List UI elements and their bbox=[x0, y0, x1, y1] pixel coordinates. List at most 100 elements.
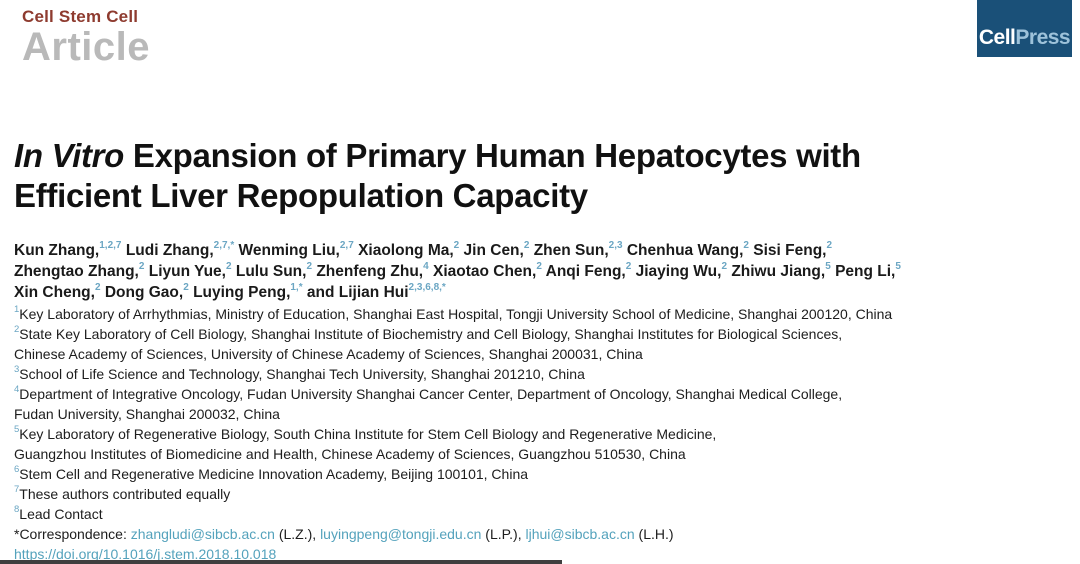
author-affiliation-sup: 2,3 bbox=[608, 239, 623, 251]
masthead: Cell Stem Cell Article bbox=[22, 7, 150, 69]
affiliation-line: 1Key Laboratory of Arrhythmias, Ministry… bbox=[14, 304, 1069, 324]
affiliation-line: 6Stem Cell and Regenerative Medicine Inn… bbox=[14, 464, 1069, 484]
affiliation-line: 2State Key Laboratory of Cell Biology, S… bbox=[14, 324, 1069, 344]
affiliation-lines: 1Key Laboratory of Arrhythmias, Ministry… bbox=[14, 304, 1069, 524]
affiliation-number-sup: 3 bbox=[14, 364, 20, 376]
author-name: Wenming Liu, bbox=[238, 242, 340, 259]
correspondence-contacts: zhangludi@sibcb.ac.cn (L.Z.), luyingpeng… bbox=[131, 526, 674, 542]
paper-title-italic: In Vitro bbox=[14, 137, 125, 174]
affiliation-text: Stem Cell and Regenerative Medicine Inno… bbox=[19, 466, 529, 482]
author-name: Xiaotao Chen, bbox=[432, 263, 537, 280]
author-name: Sisi Feng, bbox=[753, 242, 827, 259]
author-affiliation-sup: 2 bbox=[523, 239, 530, 251]
affiliation-line: Guangzhou Institutes of Biomedicine and … bbox=[14, 444, 1069, 464]
author-affiliation-sup: 2 bbox=[183, 281, 189, 293]
author-name: and Lijian Hui bbox=[306, 284, 409, 301]
author-affiliation-sup: 2 bbox=[94, 281, 101, 293]
affiliation-line: 5Key Laboratory of Regenerative Biology,… bbox=[14, 424, 1069, 444]
affiliation-text: These authors contributed equally bbox=[19, 486, 231, 502]
author-affiliation-sup: 5 bbox=[825, 260, 831, 272]
author-affiliation-sup: 2 bbox=[225, 260, 232, 272]
affiliation-text: State Key Laboratory of Cell Biology, Sh… bbox=[19, 326, 843, 342]
author-affiliation-sup: 2 bbox=[453, 239, 460, 251]
correspondent-initials: (L.Z.), bbox=[274, 526, 321, 542]
affiliation-number-sup: 4 bbox=[14, 384, 20, 396]
author-affiliation-sup: 2 bbox=[721, 260, 727, 272]
author-affiliation-sup: 2 bbox=[743, 239, 749, 251]
author-affiliation-sup: 2 bbox=[138, 260, 145, 272]
author-affiliation-sup: 2 bbox=[625, 260, 632, 272]
cellpress-logo: Cell Press bbox=[977, 0, 1072, 57]
affiliation-number-sup: 2 bbox=[14, 324, 20, 336]
journal-name: Cell Stem Cell bbox=[22, 7, 139, 26]
correspondence-email-link[interactable]: luyingpeng@tongji.edu.cn bbox=[320, 526, 482, 542]
author-name: Dong Gao, bbox=[104, 284, 184, 301]
correspondence-line: *Correspondence: zhangludi@sibcb.ac.cn (… bbox=[14, 524, 1069, 544]
affiliation-text: Department of Integrative Oncology, Fuda… bbox=[19, 386, 843, 402]
correspondence-email-link[interactable]: ljhui@sibcb.ac.cn bbox=[525, 526, 635, 542]
author-affiliation-sup: 2 bbox=[306, 260, 313, 272]
author-affiliation-sup: 1,2,7 bbox=[99, 239, 122, 251]
affiliation-text: Guangzhou Institutes of Biomedicine and … bbox=[14, 446, 686, 462]
author-name: Zhiwu Jiang, bbox=[731, 263, 826, 280]
correspondent-initials: (L.H.) bbox=[634, 526, 674, 542]
author-name: Jiaying Wu, bbox=[635, 263, 722, 280]
author-name: Kun Zhang, bbox=[14, 242, 100, 259]
affiliation-line: 8Lead Contact bbox=[14, 504, 1069, 524]
author-line: Zhengtao Zhang,2 Liyun Yue,2 Lulu Sun,2 … bbox=[14, 261, 1064, 282]
correspondence-email-link[interactable]: zhangludi@sibcb.ac.cn bbox=[130, 526, 275, 542]
affiliation-number-sup: 5 bbox=[14, 424, 20, 436]
bottom-rule bbox=[0, 560, 562, 564]
author-name: Jin Cen, bbox=[463, 242, 524, 259]
affiliation-line: Chinese Academy of Sciences, University … bbox=[14, 344, 1069, 364]
author-name: Zhenfeng Zhu, bbox=[316, 263, 424, 280]
cellpress-logo-cell: Cell bbox=[978, 26, 1016, 49]
paper-title-rest: Expansion of Primary Human Hepatocytes w… bbox=[14, 137, 861, 214]
author-name: Zhen Sun, bbox=[533, 242, 609, 259]
affiliation-line: Fudan University, Shanghai 200032, China bbox=[14, 404, 1069, 424]
author-affiliation-sup: 1,* bbox=[290, 281, 303, 293]
author-list: Kun Zhang,1,2,7 Ludi Zhang,2,7,* Wenming… bbox=[14, 240, 1064, 303]
author-affiliation-sup: 2,7,* bbox=[213, 239, 235, 251]
author-name: Xiaolong Ma, bbox=[358, 242, 454, 259]
affiliation-number-sup: 8 bbox=[14, 504, 20, 516]
affiliation-text: School of Life Science and Technology, S… bbox=[19, 366, 585, 382]
affiliation-text: Key Laboratory of Arrhythmias, Ministry … bbox=[19, 306, 893, 322]
author-affiliation-sup: 4 bbox=[423, 260, 429, 272]
affiliation-number-sup: 7 bbox=[14, 484, 20, 496]
author-affiliation-sup: 2 bbox=[826, 239, 833, 251]
author-name: Lulu Sun, bbox=[235, 263, 307, 280]
author-name: Liyun Yue, bbox=[148, 263, 226, 280]
doi-line: https://doi.org/10.1016/j.stem.2018.10.0… bbox=[14, 544, 1069, 564]
author-name: Ludi Zhang, bbox=[125, 242, 214, 259]
author-affiliation-sup: 2,3,6,8,* bbox=[408, 281, 446, 293]
affiliation-line: 7These authors contributed equally bbox=[14, 484, 1069, 504]
article-type-label: Article bbox=[22, 25, 150, 69]
author-line: Xin Cheng,2 Dong Gao,2 Luying Peng,1,* a… bbox=[14, 282, 1064, 303]
affiliation-text: Lead Contact bbox=[19, 506, 103, 522]
author-name: Peng Li, bbox=[835, 263, 896, 280]
correspondent-initials: (L.P.), bbox=[481, 526, 526, 542]
correspondence-prefix: *Correspondence: bbox=[14, 526, 131, 542]
affiliations-block: 1Key Laboratory of Arrhythmias, Ministry… bbox=[14, 304, 1069, 564]
affiliation-text: Fudan University, Shanghai 200032, China bbox=[14, 406, 280, 422]
affiliation-text: Chinese Academy of Sciences, University … bbox=[14, 346, 643, 362]
author-line: Kun Zhang,1,2,7 Ludi Zhang,2,7,* Wenming… bbox=[14, 240, 1064, 261]
paper-title: In Vitro Expansion of Primary Human Hepa… bbox=[14, 136, 954, 216]
author-name: Xin Cheng, bbox=[14, 284, 95, 301]
author-affiliation-sup: 5 bbox=[895, 260, 901, 272]
affiliation-number-sup: 1 bbox=[14, 304, 20, 316]
author-affiliation-sup: 2,7 bbox=[339, 239, 354, 251]
author-name: Luying Peng, bbox=[193, 284, 291, 301]
doi-link[interactable]: https://doi.org/10.1016/j.stem.2018.10.0… bbox=[14, 546, 277, 562]
affiliation-text: Key Laboratory of Regenerative Biology, … bbox=[19, 426, 717, 442]
author-name: Chenhua Wang, bbox=[626, 242, 744, 259]
author-name: Anqi Feng, bbox=[545, 263, 626, 280]
author-affiliation-sup: 2 bbox=[536, 260, 542, 272]
author-name: Zhengtao Zhang, bbox=[14, 263, 139, 280]
affiliation-number-sup: 6 bbox=[14, 464, 20, 476]
affiliation-line: 3School of Life Science and Technology, … bbox=[14, 364, 1069, 384]
affiliation-line: 4Department of Integrative Oncology, Fud… bbox=[14, 384, 1069, 404]
cellpress-logo-press: Press bbox=[1015, 26, 1071, 49]
